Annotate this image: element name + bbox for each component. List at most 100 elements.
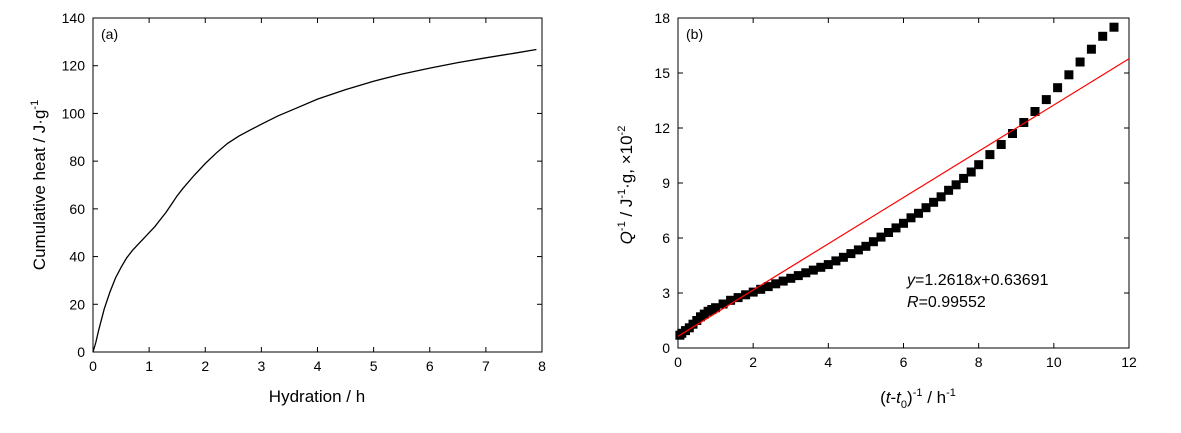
a-y-tick-label: 140 bbox=[62, 10, 86, 26]
data-point bbox=[951, 180, 961, 190]
b-y-tick-label: 9 bbox=[662, 175, 670, 191]
a-x-tick-label: 5 bbox=[370, 358, 378, 374]
data-point bbox=[1053, 83, 1063, 93]
a-y-tick-label: 0 bbox=[77, 344, 85, 360]
panel-b-fit bbox=[677, 58, 1130, 337]
eq-mid: =1.2618 bbox=[915, 272, 973, 289]
b-x-tick-label: 4 bbox=[824, 354, 832, 370]
data-point bbox=[801, 268, 811, 278]
data-point bbox=[1008, 129, 1017, 138]
panel-a-data bbox=[92, 48, 537, 353]
data-point bbox=[748, 287, 758, 297]
data-point bbox=[959, 173, 969, 183]
a-x-tick-label: 8 bbox=[538, 358, 546, 374]
fit-line bbox=[677, 58, 1130, 337]
by-tail: ·g, ×10 bbox=[617, 135, 636, 188]
data-point bbox=[763, 282, 773, 292]
data-point bbox=[936, 192, 946, 202]
bx-close: ) bbox=[907, 388, 913, 407]
data-point bbox=[853, 245, 863, 255]
data-point bbox=[733, 293, 743, 303]
r-var: R bbox=[907, 294, 919, 311]
b-x-tick-label: 12 bbox=[1121, 354, 1137, 370]
panel-b-data bbox=[675, 22, 1119, 340]
b-x-tick-label: 8 bbox=[975, 354, 983, 370]
data-point bbox=[1075, 57, 1085, 67]
bx-t: t bbox=[886, 388, 892, 407]
a-x-tick-label: 1 bbox=[145, 358, 153, 374]
a-y-tick-label: 40 bbox=[69, 249, 85, 265]
data-point bbox=[906, 213, 916, 223]
bx-sup2: -1 bbox=[946, 387, 956, 399]
b-y-tick-label: 0 bbox=[662, 340, 670, 356]
b-y-tick-label: 15 bbox=[654, 65, 670, 81]
data-point bbox=[944, 185, 954, 195]
a-x-tick-label: 2 bbox=[201, 358, 209, 374]
bx-sub0: 0 bbox=[901, 399, 907, 411]
data-point bbox=[726, 295, 736, 305]
panel-b-y-ticks: 0 3 6 9 12 15 18 bbox=[654, 10, 1129, 356]
fit-r-value: R=0.99552 bbox=[907, 294, 986, 311]
panel-a-x-axis-label: Hydration / h bbox=[269, 387, 365, 406]
by-unit: / J bbox=[617, 199, 636, 222]
panel-a-y-axis-label: Cumulative heat / J·g-1 bbox=[29, 100, 49, 270]
data-point bbox=[868, 237, 878, 247]
by-sup2: -1 bbox=[616, 189, 628, 199]
b-y-tick-label: 12 bbox=[654, 120, 670, 136]
data-point bbox=[823, 260, 833, 270]
panel-a-label: (a) bbox=[101, 26, 118, 42]
data-point bbox=[921, 203, 931, 213]
data-point bbox=[793, 271, 803, 281]
panel-a-x-ticks: 0 1 2 3 4 5 6 7 8 bbox=[89, 18, 546, 374]
bx-minus: - bbox=[891, 388, 897, 407]
data-point bbox=[1041, 95, 1051, 105]
data-point bbox=[914, 208, 923, 218]
data-point bbox=[786, 273, 796, 283]
bx-unit: / h bbox=[922, 388, 946, 407]
data-point bbox=[831, 256, 841, 266]
a-y-tick-label: 60 bbox=[69, 201, 85, 217]
a-y-tick-label: 20 bbox=[69, 296, 85, 312]
data-point bbox=[985, 150, 995, 160]
panel-a-y-label-sup: -1 bbox=[29, 100, 41, 110]
data-point bbox=[846, 249, 856, 259]
eq-var-y: y bbox=[906, 272, 916, 289]
data-point bbox=[876, 232, 886, 242]
r-val: =0.99552 bbox=[919, 294, 986, 311]
b-x-tick-label: 6 bbox=[900, 354, 908, 370]
cumulative-heat-curve bbox=[92, 48, 537, 353]
a-x-tick-label: 7 bbox=[482, 358, 490, 374]
b-x-tick-label: 0 bbox=[674, 354, 682, 370]
data-point bbox=[718, 299, 728, 309]
data-point bbox=[1086, 44, 1096, 54]
data-point bbox=[1064, 70, 1074, 80]
panel-b-x-axis-label: (t-t0)-1 / h-1 bbox=[880, 387, 956, 411]
data-point bbox=[1098, 31, 1108, 41]
bx-sup1: -1 bbox=[913, 387, 923, 399]
bx-t0: t bbox=[896, 388, 902, 407]
data-point bbox=[1030, 107, 1040, 116]
data-point bbox=[771, 279, 781, 289]
data-point bbox=[966, 167, 976, 177]
b-x-tick-label: 2 bbox=[749, 354, 757, 370]
data-point bbox=[899, 218, 908, 228]
a-y-tick-label: 120 bbox=[62, 58, 86, 74]
data-point bbox=[778, 276, 788, 286]
a-y-tick-label: 100 bbox=[62, 105, 86, 121]
panel-b-y-axis-label: Q-1 / J-1·g, ×10-2 bbox=[616, 126, 636, 245]
data-point bbox=[996, 140, 1006, 149]
by-q: Q bbox=[617, 231, 636, 244]
data-point bbox=[974, 160, 984, 170]
b-x-tick-label: 10 bbox=[1046, 354, 1062, 370]
data-point bbox=[1109, 22, 1119, 32]
fit-equation: y=1.2618x+0.63691 bbox=[906, 272, 1049, 289]
a-x-tick-label: 4 bbox=[314, 358, 322, 374]
a-x-tick-label: 0 bbox=[89, 358, 97, 374]
panel-a: 0 1 2 3 4 5 6 7 8 0 20 40 60 80 100 120 140 (a) Hydrati… bbox=[29, 10, 546, 406]
a-x-tick-label: 6 bbox=[426, 358, 434, 374]
panel-b-label: (b) bbox=[686, 26, 703, 42]
a-y-tick-label: 80 bbox=[69, 153, 85, 169]
data-point bbox=[711, 303, 721, 313]
data-point bbox=[756, 284, 766, 294]
data-point bbox=[838, 252, 848, 262]
